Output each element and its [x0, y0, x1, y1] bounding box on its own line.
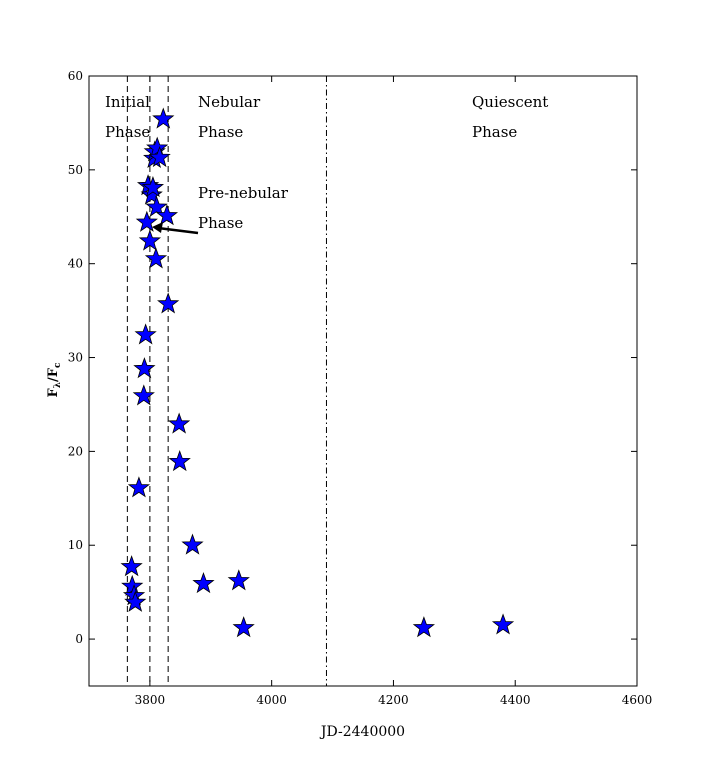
data-point-0-11 — [140, 183, 163, 205]
data-point-0-8 — [135, 210, 158, 232]
x-tick-label-3: 4400 — [500, 693, 531, 707]
y-tick-label-3: 30 — [68, 351, 83, 365]
data-point-0-28 — [412, 616, 435, 638]
y-tick-label-4: 40 — [68, 257, 83, 271]
axis-ticks: 3800 4000 4200 4400 4600 0 10 20 30 40 50 60 — [68, 69, 653, 707]
y-tick-label-1: 10 — [68, 538, 83, 552]
x-tick-label-4: 4600 — [622, 693, 653, 707]
data-point-0-5 — [132, 384, 155, 406]
x-axis-title: JD-2440000 — [319, 724, 405, 740]
initial-phase-label-line2: Phase — [105, 123, 150, 141]
data-point-0-7 — [134, 323, 157, 345]
data-point-0-21 — [157, 292, 180, 314]
data-point-0-23 — [168, 450, 191, 472]
data-point-0-6 — [133, 357, 156, 379]
data-point-0-27 — [232, 616, 255, 638]
nebular-phase-label-line2: Phase — [198, 123, 243, 141]
quiescent-phase-label-line1: Quiescent — [472, 93, 548, 111]
data-point-0-10 — [138, 229, 161, 251]
data-point-0-3 — [124, 590, 147, 612]
y-tick-label-2: 20 — [68, 444, 83, 458]
nebular-phase-label-line1: Nebular — [198, 93, 261, 111]
initial-phase-label-line1: Initial — [105, 93, 150, 111]
y-tick-label-6: 60 — [68, 69, 83, 83]
prenebular-arrow-head — [152, 222, 163, 233]
y-axis-title: Fλ/Fc — [46, 362, 63, 398]
data-points — [120, 107, 515, 638]
data-point-0-20 — [155, 204, 179, 226]
x-tick-label-1: 4000 — [256, 693, 287, 707]
phase-boundary-lines — [126, 76, 327, 686]
data-point-0-19 — [152, 107, 175, 129]
data-point-0-15 — [144, 247, 168, 269]
data-point-0-4 — [127, 476, 151, 498]
data-point-0-24 — [181, 533, 204, 555]
data-point-0-22 — [168, 412, 191, 434]
plot-frame — [88, 75, 638, 687]
quiescent-phase-label-line2: Phase — [472, 123, 517, 141]
data-point-0-18 — [148, 145, 171, 168]
data-point-0-29 — [491, 613, 515, 635]
y-tick-label-5: 50 — [68, 163, 83, 177]
data-point-0-26 — [227, 569, 250, 591]
data-point-0-0 — [120, 555, 143, 577]
data-point-0-16 — [145, 195, 168, 217]
y-tick-label-0: 0 — [75, 632, 83, 646]
x-tick-label-2: 4200 — [378, 693, 409, 707]
x-tick-label-0: 3800 — [135, 693, 166, 707]
data-point-0-12 — [141, 175, 165, 198]
prenebular-phase-label-line1: Pre-nebular — [198, 184, 289, 202]
data-point-0-17 — [146, 136, 169, 158]
prenebular-arrow — [157, 226, 199, 235]
data-point-0-25 — [192, 572, 215, 594]
prenebular-phase-label-line2: Phase — [198, 214, 243, 232]
